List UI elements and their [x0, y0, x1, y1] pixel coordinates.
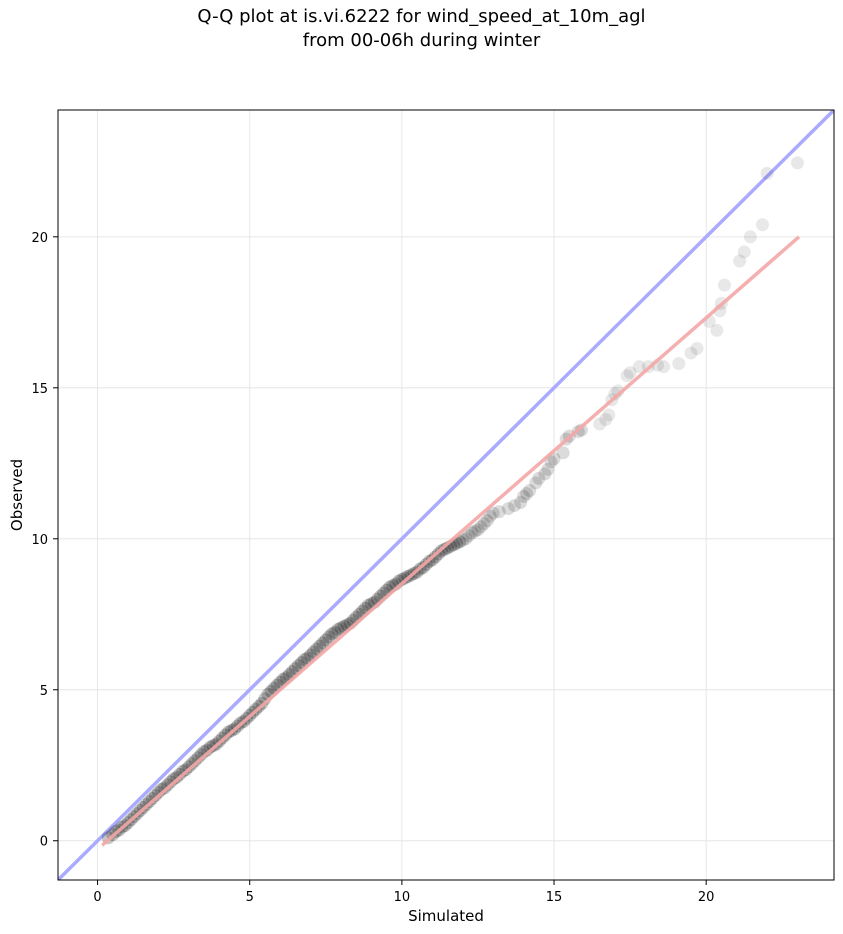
data-point [733, 254, 747, 268]
data-point [170, 770, 184, 784]
x-tick-label-0: 0 [93, 890, 101, 905]
data-point [322, 630, 336, 644]
data-point [182, 760, 196, 774]
data-point [529, 476, 543, 490]
data-point [672, 357, 686, 371]
data-point [541, 462, 555, 476]
y-tick-label-0: 0 [40, 835, 48, 850]
data-point [465, 526, 479, 540]
data-point [790, 156, 804, 170]
data-point [593, 417, 607, 431]
data-point [480, 514, 494, 528]
data-point [151, 785, 165, 799]
data-point [176, 764, 190, 778]
chart-title-line-1: Q-Q plot at is.vi.6222 for wind_speed_at… [197, 6, 646, 27]
data-point [453, 535, 467, 549]
data-point [501, 502, 515, 516]
data-point [437, 542, 451, 556]
data-point [517, 490, 531, 504]
data-point [737, 245, 751, 259]
identity-line [58, 110, 834, 880]
data-point [145, 791, 159, 805]
data-point [328, 625, 342, 639]
data-point [608, 387, 622, 401]
data-point [200, 743, 214, 757]
data-point [623, 366, 637, 380]
y-tick-label-1: 5 [40, 684, 48, 699]
data-point [307, 645, 321, 659]
fit-line [100, 235, 801, 847]
data-point [556, 446, 570, 460]
plot-frame [57, 109, 835, 881]
data-point [456, 533, 470, 547]
data-point [173, 767, 187, 781]
data-point [331, 622, 345, 636]
data-point [158, 781, 172, 795]
data-point [221, 725, 235, 739]
data-point [316, 636, 330, 650]
data-point [483, 509, 497, 523]
x-tick-label-3: 15 [546, 890, 563, 905]
data-point [294, 656, 308, 670]
y-tick-label-3: 15 [31, 382, 48, 397]
chart-title-line-2: from 00-06h during winter [302, 30, 541, 51]
data-point [507, 499, 521, 513]
data-point [620, 369, 634, 383]
data-point [471, 523, 485, 537]
y-axis-label: Observed [8, 459, 26, 531]
data-point [684, 346, 698, 360]
data-point [334, 621, 348, 635]
data-point [148, 788, 162, 802]
data-point [468, 524, 482, 538]
data-point [164, 775, 178, 789]
data-point [755, 218, 769, 232]
y-tick-label-2: 10 [31, 533, 48, 548]
y-tick-label-4: 20 [31, 231, 48, 246]
data-point [459, 532, 473, 546]
data-point [486, 506, 500, 520]
x-axis-label: Simulated [408, 907, 484, 925]
x-tick-label-2: 10 [394, 890, 411, 905]
data-point [492, 505, 506, 519]
data-point [477, 517, 491, 531]
data-point [717, 278, 731, 292]
data-point [325, 627, 339, 641]
data-point [310, 642, 324, 656]
data-point [462, 529, 476, 543]
data-point [599, 413, 613, 427]
data-point [297, 653, 311, 667]
data-point [398, 571, 412, 585]
data-point [657, 360, 671, 374]
data-point [425, 553, 439, 567]
data-point [760, 166, 774, 180]
data-point [602, 408, 616, 422]
data-point [632, 360, 646, 374]
data-point [313, 639, 327, 653]
data-point [185, 757, 199, 771]
data-point [514, 496, 528, 510]
data-point [319, 633, 333, 647]
data-point [520, 486, 534, 500]
data-point [188, 754, 202, 768]
data-point [532, 471, 546, 485]
x-tick-label-4: 20 [698, 890, 715, 905]
data-point [538, 467, 552, 481]
data-point [544, 455, 558, 469]
data-point [743, 230, 757, 244]
data-point [523, 483, 537, 497]
x-tick-label-1: 5 [246, 890, 254, 905]
data-point [690, 342, 704, 356]
data-point [161, 778, 175, 792]
data-point [474, 520, 488, 534]
data-point [574, 423, 588, 437]
plot-area [58, 110, 834, 880]
data-point [710, 323, 724, 337]
